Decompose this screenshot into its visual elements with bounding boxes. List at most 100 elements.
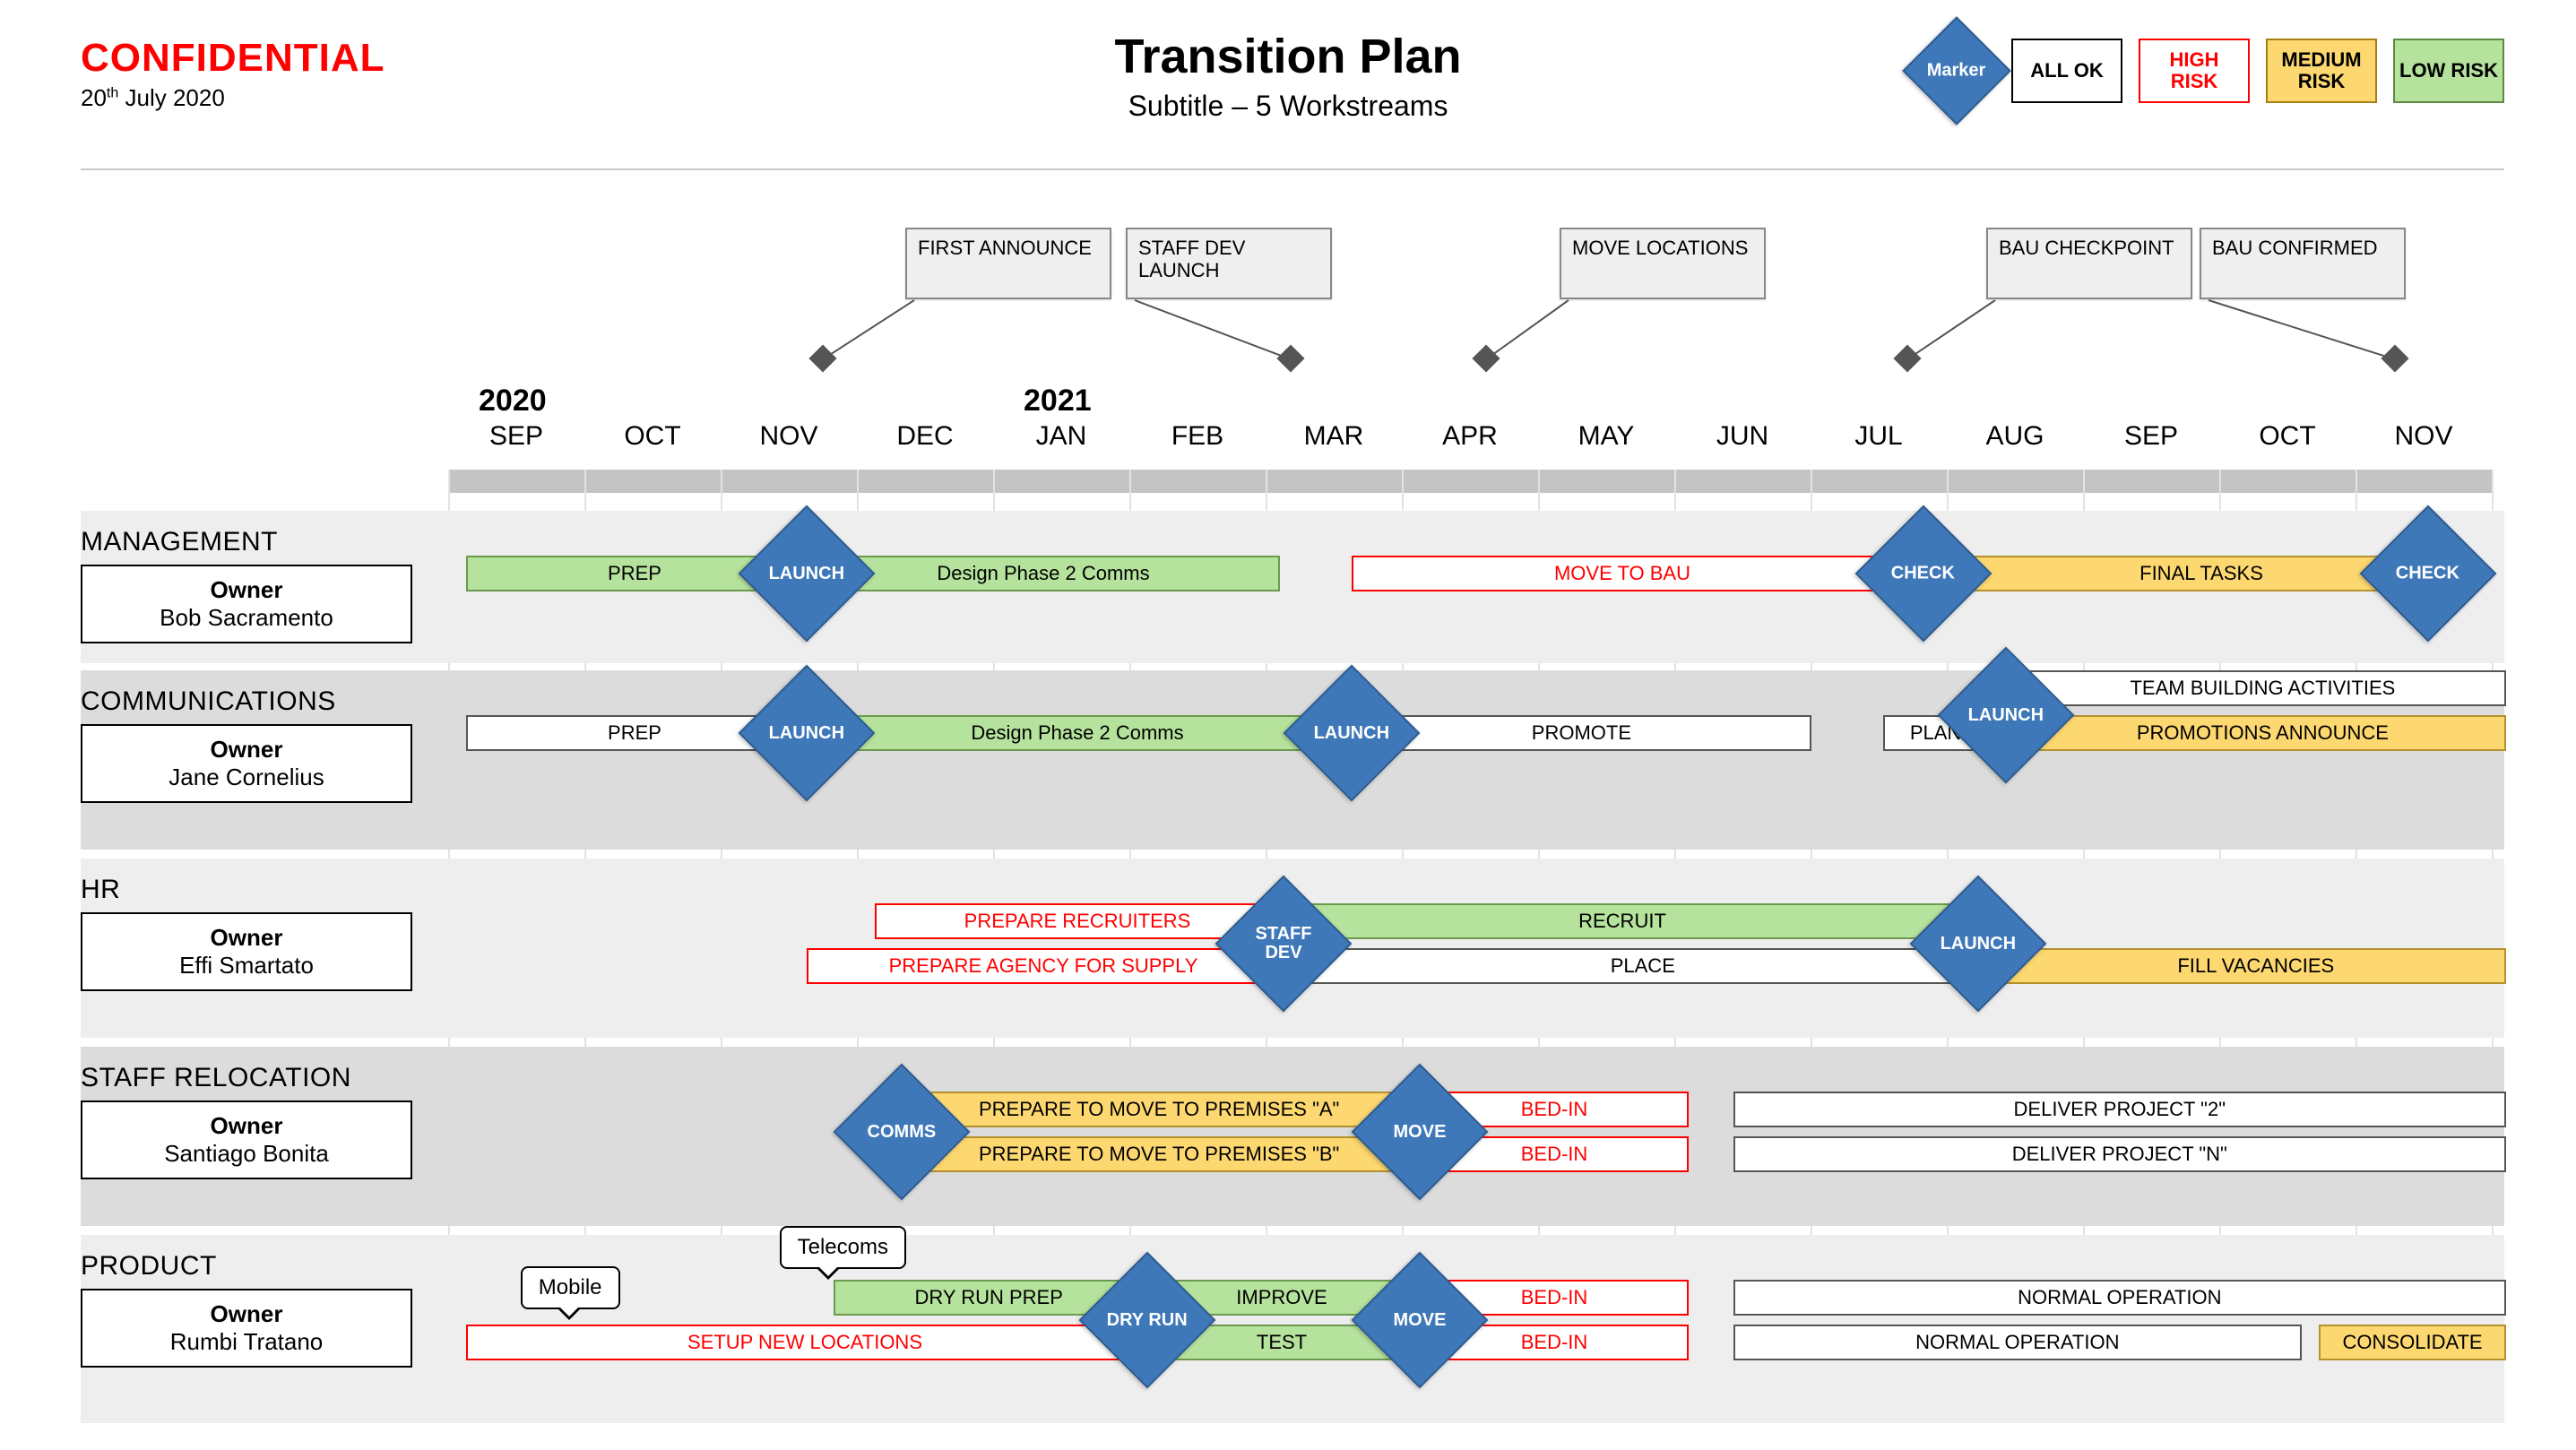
- milestone-marker-label: LAUNCH: [1941, 935, 2016, 954]
- gantt-bar: NORMAL OPERATION: [1733, 1325, 2302, 1360]
- gantt-bar-label: FILL VACANCIES: [2177, 954, 2334, 978]
- month-label: OCT: [2219, 421, 2356, 452]
- timeline-header-bar: [448, 470, 2492, 493]
- owner-name: Effi Smartato: [82, 952, 411, 980]
- month-label: OCT: [584, 421, 721, 452]
- month-label: JUN: [1674, 421, 1811, 452]
- month-label: MAR: [1266, 421, 1402, 452]
- flag-dot: [2381, 344, 2408, 372]
- gantt-bar: NORMAL OPERATION: [1733, 1280, 2506, 1316]
- swimlane: COMMUNICATIONS OwnerJane Cornelius PREP Des…: [81, 670, 2504, 850]
- month-label: JUL: [1811, 421, 1947, 452]
- month-label: JAN: [993, 421, 1129, 452]
- milestone-flag: BAU CHECKPOINT: [1986, 228, 2192, 299]
- gantt-bar-label: PREP: [608, 721, 661, 745]
- flag-connector: [1135, 299, 1292, 360]
- milestone-flag: MOVE LOCATIONS: [1560, 228, 1766, 299]
- gantt-bar-label: BED-IN: [1521, 1143, 1588, 1166]
- month-label: NOV: [2356, 421, 2492, 452]
- gantt-bar-label: Design Phase 2 Comms: [971, 721, 1183, 745]
- gantt-bar: TEAM BUILDING ACTIVITIES: [2019, 670, 2506, 706]
- milestone-flag: FIRST ANNOUNCE: [905, 228, 1111, 299]
- gantt-bar: PREPARE TO MOVE TO PREMISES "A": [902, 1092, 1416, 1127]
- gantt-bar-label: BED-IN: [1521, 1286, 1588, 1309]
- gantt-bar: PREPARE RECRUITERS: [875, 903, 1280, 939]
- swimlane-title: HR: [81, 875, 120, 905]
- owner-box: OwnerSantiago Bonita: [81, 1100, 412, 1179]
- owner-box: OwnerRumbi Tratano: [81, 1289, 412, 1368]
- gantt-bar: PREPARE AGENCY FOR SUPPLY: [807, 948, 1280, 984]
- gantt-bar-label: Design Phase 2 Comms: [937, 562, 1149, 585]
- gantt-bar-label: PREPARE TO MOVE TO PREMISES "B": [979, 1143, 1339, 1166]
- swimlane-title: STAFF RELOCATION: [81, 1063, 351, 1093]
- month-label: SEP: [448, 421, 584, 452]
- gantt-bar-label: IMPROVE: [1236, 1286, 1327, 1309]
- milestone-flag: BAU CONFIRMED: [2200, 228, 2406, 299]
- gantt-bar: MOVE TO BAU: [1352, 556, 1893, 591]
- milestone-marker-label: LAUNCH: [1967, 706, 2043, 725]
- swimlane: PRODUCT OwnerRumbi Tratano DRY RUN PREP IMP…: [81, 1235, 2504, 1423]
- callout-bubble: Telecoms: [780, 1226, 906, 1269]
- legend-ok: ALL OK: [2011, 39, 2122, 103]
- owner-title: Owner: [82, 1300, 411, 1328]
- gantt-bar: Design Phase 2 Comms: [807, 556, 1280, 591]
- flag-dot: [1276, 344, 1304, 372]
- year-label: 2021: [1024, 384, 1092, 419]
- legend: Marker ALL OK HIGH RISK MEDIUM RISK LOW …: [1918, 32, 2504, 109]
- gantt-bar: Design Phase 2 Comms: [807, 715, 1348, 751]
- gantt-bar-label: DELIVER PROJECT "N": [2012, 1143, 2227, 1166]
- month-label: FEB: [1129, 421, 1266, 452]
- flag-connector: [822, 299, 914, 360]
- gantt-bar-label: DRY RUN PREP: [914, 1286, 1062, 1309]
- flag-connector: [2209, 299, 2396, 360]
- gantt-bar-label: PLACE: [1611, 954, 1675, 978]
- swimlane: MANAGEMENTOwnerBob SacramentoPREPDesign …: [81, 511, 2504, 663]
- swimlane-title: PRODUCT: [81, 1251, 217, 1282]
- milestone-marker-label: LAUNCH: [769, 565, 844, 583]
- flag-dot: [808, 344, 836, 372]
- owner-name: Jane Cornelius: [82, 764, 411, 791]
- gantt-bar-label: PREPARE AGENCY FOR SUPPLY: [889, 954, 1198, 978]
- gantt-bar-label: MOVE TO BAU: [1554, 562, 1690, 585]
- legend-high-risk: HIGH RISK: [2139, 39, 2250, 103]
- gantt-bar-label: PREPARE RECRUITERS: [964, 910, 1191, 933]
- gantt-bar-label: BED-IN: [1521, 1098, 1588, 1121]
- gantt-bar-label: PROMOTE: [1532, 721, 1631, 745]
- owner-title: Owner: [82, 576, 411, 604]
- gantt-bar-label: TEAM BUILDING ACTIVITIES: [2130, 677, 2395, 700]
- legend-marker-label: Marker: [1927, 60, 1986, 81]
- gantt-bar-label: CONSOLIDATE: [2343, 1331, 2483, 1354]
- month-label: AUG: [1947, 421, 2083, 452]
- flag-dot: [1472, 344, 1500, 372]
- swimlane-title: COMMUNICATIONS: [81, 686, 336, 717]
- gantt-bar: RECRUIT: [1284, 903, 1961, 939]
- legend-medium-risk: MEDIUM RISK: [2266, 39, 2377, 103]
- gantt-bar-label: NORMAL OPERATION: [1915, 1331, 2119, 1354]
- milestone-marker-label: STAFF DEV: [1237, 925, 1330, 962]
- milestone-marker-label: LAUNCH: [769, 724, 844, 743]
- owner-title: Owner: [82, 1112, 411, 1140]
- gantt-bar-label: NORMAL OPERATION: [2018, 1286, 2221, 1309]
- gantt-bar-label: DELIVER PROJECT "2": [2014, 1098, 2226, 1121]
- milestone-marker-label: DRY RUN: [1107, 1310, 1188, 1329]
- gantt-bar-label: BED-IN: [1521, 1331, 1588, 1354]
- owner-box: OwnerJane Cornelius: [81, 724, 412, 803]
- owner-box: OwnerBob Sacramento: [81, 565, 412, 643]
- milestone-marker-label: CHECK: [1892, 565, 1956, 583]
- gantt-bar: PROMOTE: [1352, 715, 1811, 751]
- gantt-bar: FILL VACANCIES: [2006, 948, 2506, 984]
- swimlane: HROwnerEffi SmartatoPREPARE RECRUITERSRE…: [81, 859, 2504, 1038]
- flag-connector: [1906, 299, 1995, 360]
- milestone-marker-label: MOVE: [1394, 1311, 1447, 1330]
- gantt-bar: PROMOTIONS ANNOUNCE: [2019, 715, 2506, 751]
- owner-name: Santiago Bonita: [82, 1140, 411, 1168]
- milestone-marker-label: MOVE: [1394, 1123, 1447, 1142]
- owner-title: Owner: [82, 736, 411, 764]
- legend-marker: Marker: [1902, 16, 2011, 125]
- milestone-flag: STAFF DEV LAUNCH: [1126, 228, 1332, 299]
- month-label: APR: [1402, 421, 1538, 452]
- owner-name: Bob Sacramento: [82, 604, 411, 632]
- legend-low-risk: LOW RISK: [2393, 39, 2504, 103]
- gantt-bar: DELIVER PROJECT "2": [1733, 1092, 2506, 1127]
- milestone-marker-label: COMMS: [868, 1122, 937, 1141]
